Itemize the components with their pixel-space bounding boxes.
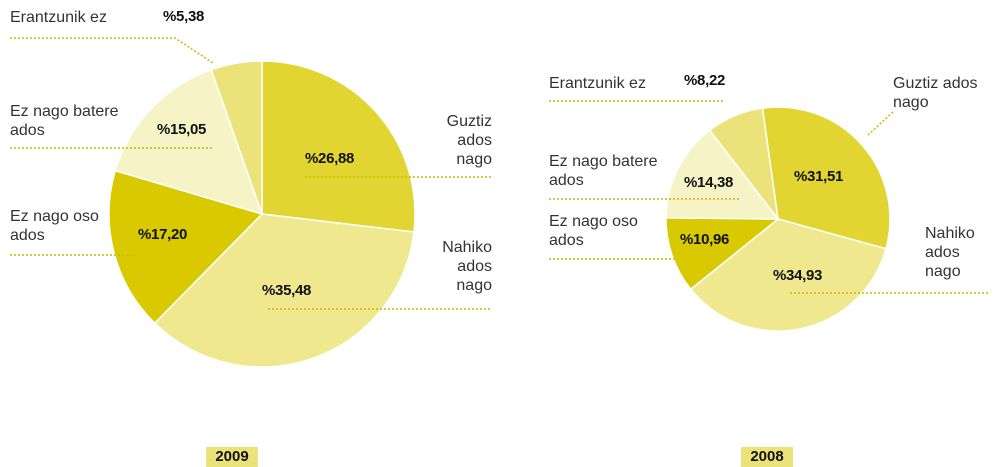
value-label: %31,51 (794, 168, 844, 185)
pie-slice (665, 129, 780, 220)
value-label: %5,38 (163, 8, 205, 25)
chart-title: 2009 (206, 447, 258, 467)
leader-line (867, 111, 894, 136)
value-label: %34,93 (773, 267, 823, 284)
category-label: Nahiko ados nago (925, 225, 975, 280)
value-label: %26,88 (305, 150, 355, 167)
category-label: Erantzunik ez (10, 9, 107, 26)
category-label: Guztiz ados nago (446, 113, 492, 168)
value-label: %8,22 (684, 72, 726, 89)
pie-slice (708, 107, 780, 222)
category-label: Ez nago batere ados (549, 153, 658, 189)
pie-slice (761, 106, 891, 250)
value-label: %10,96 (680, 231, 730, 248)
chart-title: 2008 (741, 447, 793, 467)
category-label: Ez nago oso ados (10, 208, 99, 244)
category-label: Erantzunik ez (549, 75, 646, 92)
pie-slice (261, 60, 416, 233)
pie-slice (114, 68, 264, 216)
value-label: %17,20 (138, 226, 188, 243)
value-label: %14,38 (684, 174, 734, 191)
category-label: Ez nago batere ados (10, 103, 119, 139)
pie-slice (108, 169, 264, 325)
pie-slice (665, 216, 781, 291)
value-label: %35,48 (262, 282, 312, 299)
pie-slice (153, 213, 415, 368)
category-label: Ez nago oso ados (549, 213, 638, 249)
leader-line (10, 37, 214, 64)
category-label: Nahiko ados nago (442, 239, 492, 294)
category-label: Guztiz ados nago (893, 75, 978, 111)
value-label: %15,05 (157, 121, 207, 138)
pie-slice (689, 218, 887, 332)
pie-slice (210, 60, 263, 215)
